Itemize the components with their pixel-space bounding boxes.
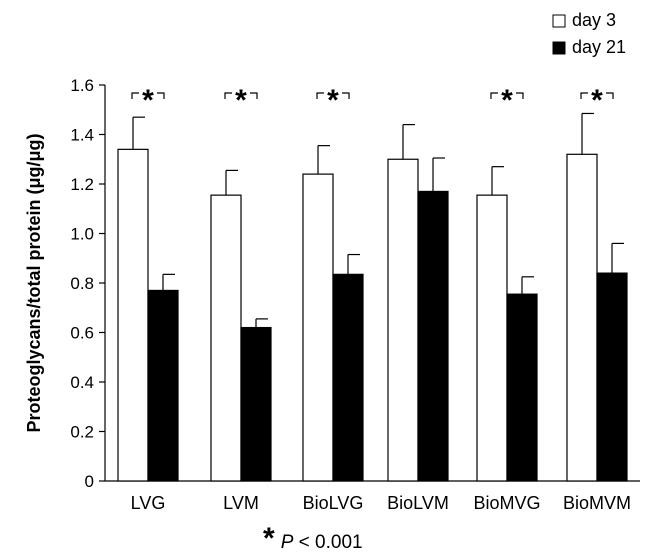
significance-bracket-left <box>580 92 588 99</box>
significance-bracket-right <box>250 92 258 99</box>
significance-asterisk: * <box>327 84 339 117</box>
legend-swatch-day21 <box>552 41 566 55</box>
x-tick-label: BioMVM <box>563 493 631 513</box>
footnote: * P < 0.001 <box>263 522 363 554</box>
x-tick-label: LVM <box>223 493 259 513</box>
x-axis-labels: LVG LVM BioLVG BioLVM BioMVG BioMVM <box>131 493 631 513</box>
significance-bracket-right <box>516 92 524 99</box>
bar-day3-LVG <box>117 148 149 482</box>
significance-bracket-left <box>224 92 232 99</box>
y-tick-label: 0.4 <box>70 373 94 392</box>
bar-day21-BioMVG <box>506 293 538 482</box>
bar-day21-BioMVM <box>596 272 628 482</box>
x-tick-label: BioLVG <box>303 493 364 513</box>
significance-asterisk: * <box>591 84 603 117</box>
y-axis-ticks: 0 0.2 0.4 0.6 0.8 1.0 1.2 1.4 1.6 <box>70 76 105 491</box>
bar-day21-LVG <box>147 289 179 482</box>
significance-asterisk: * <box>501 84 513 117</box>
bar-day3-BioLVM <box>387 158 419 482</box>
y-tick-label: 0.6 <box>70 324 94 343</box>
bar-day3-LVM <box>210 194 242 482</box>
significance-asterisk: * <box>142 84 154 117</box>
bars <box>117 112 628 482</box>
y-tick-label: 0 <box>85 472 94 491</box>
bar-day21-LVM <box>240 326 272 482</box>
significance-asterisk: * <box>235 84 247 117</box>
x-tick-label: BioMVG <box>473 493 540 513</box>
footnote-asterisk: * <box>263 522 275 554</box>
bar-day3-BioMVM <box>566 153 598 482</box>
legend-label-day21: day 21 <box>572 37 626 57</box>
bar-day21-BioLVG <box>332 273 364 482</box>
y-tick-label: 1.2 <box>70 175 94 194</box>
significance-bracket-left <box>131 92 139 99</box>
y-tick-label: 1.0 <box>70 225 94 244</box>
legend-swatch-day3 <box>552 14 566 28</box>
y-tick-label: 1.4 <box>70 126 94 145</box>
y-tick-label: 0.8 <box>70 274 94 293</box>
x-tick-label: LVG <box>131 493 166 513</box>
legend-label-day3: day 3 <box>572 10 616 30</box>
bar-day21-BioLVM <box>417 190 449 482</box>
significance-bracket-left <box>490 92 498 99</box>
significance-bracket-left <box>316 92 324 99</box>
footnote-text: < 0.001 <box>293 532 362 553</box>
bar-day3-BioMVG <box>476 194 508 482</box>
y-tick-label: 1.6 <box>70 76 94 95</box>
significance-bracket-right <box>342 92 350 99</box>
y-axis-label: Proteoglycans/total protein (μg/μg) <box>24 133 44 432</box>
bar-day3-BioLVG <box>302 173 334 482</box>
y-tick-label: 0.2 <box>70 423 94 442</box>
legend: day 3 day 21 <box>552 10 626 57</box>
significance-bracket-right <box>606 92 614 99</box>
significance-bracket-right <box>157 92 165 99</box>
footnote-p: P <box>281 532 294 553</box>
significance-brackets: * * * * * <box>131 84 614 117</box>
x-tick-label: BioLVM <box>387 493 449 513</box>
